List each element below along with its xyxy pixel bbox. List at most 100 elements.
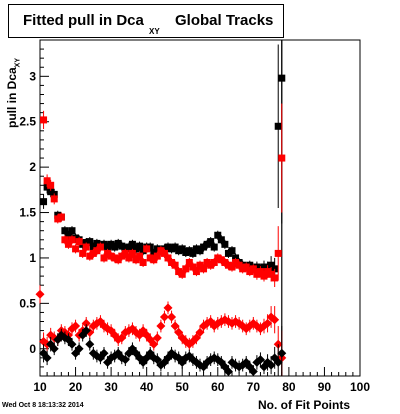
data-point-square [217,236,225,244]
data-point-square [256,268,264,276]
data-point-diamond [74,344,84,354]
data-point-diamond [255,355,265,365]
data-point-square [86,252,94,260]
data-point-square [175,247,183,255]
chart-title: Fitted pull in Dca [23,12,144,29]
data-point-square [93,247,101,255]
data-point-diamond [223,366,233,376]
data-point-square [246,261,254,269]
data-point-square [54,215,62,223]
series-black-diamond [39,324,287,376]
data-point-diamond [270,315,280,325]
data-point-diamond [263,318,273,328]
y-axis-label-text: pull in Dca [5,67,19,128]
data-point-square [136,242,144,250]
data-point-square [139,247,147,255]
data-point-square [125,254,133,262]
x-axis-label: No. of Fit Points [258,398,350,412]
data-point-square [182,248,190,256]
data-point-square [40,198,48,206]
y-tick-label: 0 [29,342,36,356]
data-point-square [224,249,232,257]
data-point-square [153,252,161,260]
data-point-square [210,258,218,266]
data-point-diamond [56,330,66,340]
data-point-diamond [174,327,184,337]
data-point-square [157,247,165,255]
data-point-square [72,234,80,242]
data-point-square [153,245,161,253]
data-point-square [267,261,275,269]
data-point-square [185,258,193,266]
chart-title-subscript: XY [149,27,160,36]
data-point-diamond [81,318,91,328]
data-point-square [40,116,48,124]
data-point-square [278,154,286,162]
data-point-diamond [273,357,283,367]
data-point-square [107,240,115,248]
data-point-square [160,249,168,257]
data-point-square [100,240,108,248]
data-point-diamond [191,333,201,343]
data-point-square [107,252,115,260]
data-point-square [132,256,140,264]
x-tick-label: 80 [282,380,296,394]
data-point-square [178,245,186,253]
data-point-square [150,249,158,257]
data-point-square [221,258,229,266]
data-point-square [121,249,129,257]
series-red-diamond [35,285,287,376]
data-point-square [228,263,236,271]
data-point-square [104,243,112,251]
data-point-square [203,258,211,266]
data-point-diamond [81,326,91,336]
y-axis-label: pull in DcaXY [5,58,21,128]
x-tick-label: 100 [350,380,370,394]
data-point-square [57,213,65,221]
chart-title-suffix: Global Tracks [175,12,274,29]
data-point-square [79,249,87,257]
data-point-diamond [159,312,169,322]
data-point-square [200,265,208,273]
data-point-square [118,242,126,250]
data-point-diamond [248,318,258,328]
data-point-square [104,249,112,257]
data-point-square [207,238,215,246]
data-point-square [93,239,101,247]
data-point-square [232,258,240,266]
x-tick-label: 90 [318,380,332,394]
data-point-square [136,252,144,260]
x-tick-label: 30 [104,380,118,394]
data-point-square [114,256,122,264]
data-point-square [68,236,76,244]
data-point-diamond [266,360,276,370]
data-point-square [100,254,108,262]
data-point-square [249,265,257,273]
data-point-square [164,243,172,251]
data-point-square [150,256,158,264]
data-point-square [182,265,190,273]
data-point-square [96,243,104,251]
data-point-square [171,243,179,251]
data-point-square [171,261,179,269]
data-point-square [192,245,200,253]
data-point-square [242,263,250,271]
data-point-square [278,74,286,82]
data-point-diamond [152,355,162,365]
data-point-diamond [163,303,173,313]
series-red-square [40,103,286,288]
data-point-square [47,181,55,189]
data-point-square [271,274,279,282]
data-point-square [192,268,200,276]
data-point-square [175,268,183,276]
data-point-square [214,231,222,239]
data-point-square [114,239,122,247]
data-point-square [61,236,69,244]
data-point-square [50,195,58,203]
data-point-square [185,247,193,255]
data-point-square [125,243,133,251]
x-tick-label: 40 [140,380,154,394]
data-point-square [260,272,268,280]
data-point-square [217,256,225,264]
x-tick-label: 70 [247,380,261,394]
